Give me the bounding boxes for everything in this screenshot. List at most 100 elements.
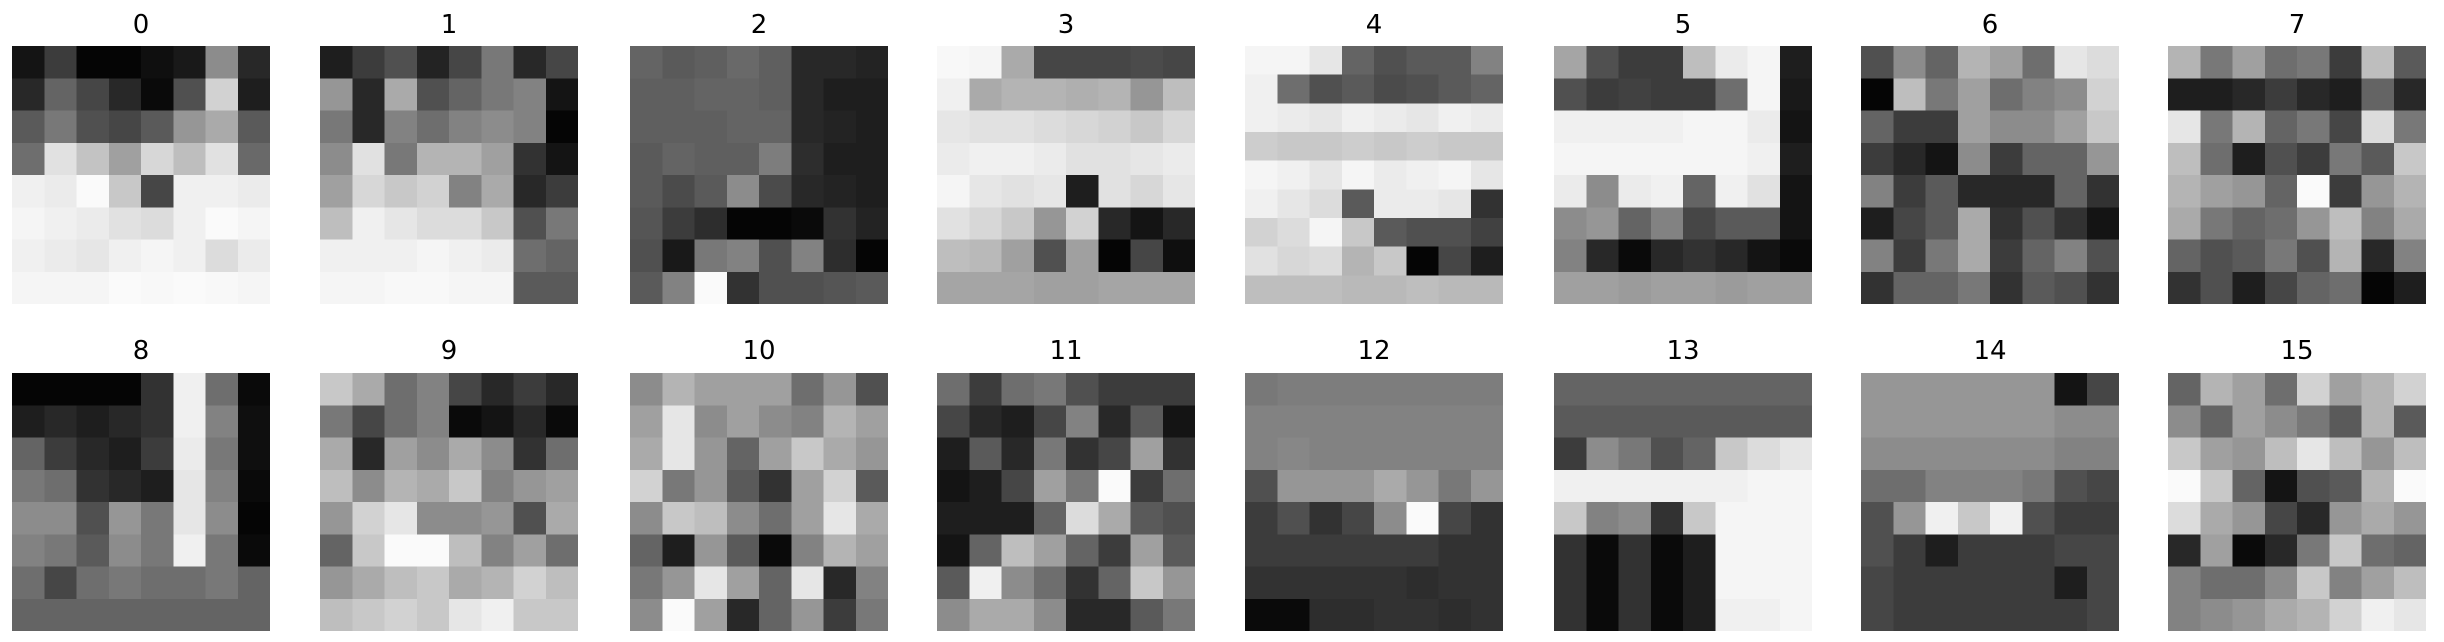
heatmap-cell	[2361, 534, 2395, 568]
heatmap-cell	[2361, 175, 2395, 208]
heatmap-cell	[1650, 142, 1684, 176]
heatmap-cell	[1374, 469, 1407, 503]
heatmap-cell	[1130, 405, 1164, 439]
heatmap-cell	[1925, 598, 1959, 631]
heatmap-cell	[141, 271, 174, 304]
heatmap-panel-1: 1	[320, 10, 578, 304]
panel-title: 14	[1973, 336, 2007, 366]
heatmap-cell	[726, 598, 760, 631]
heatmap-cell	[1245, 534, 1278, 568]
heatmap-cell	[108, 239, 142, 273]
heatmap-cell	[1406, 103, 1440, 133]
heatmap-cell	[237, 598, 270, 631]
heatmap-cell	[1861, 405, 1894, 439]
heatmap-cell	[2232, 534, 2266, 568]
heatmap-cell	[481, 142, 515, 176]
heatmap-cell	[513, 271, 547, 304]
heatmap-cell	[12, 142, 45, 176]
heatmap-cell	[205, 142, 239, 176]
heatmap-cell	[545, 405, 578, 439]
heatmap-cell	[2297, 373, 2330, 406]
heatmap-cell	[694, 110, 728, 144]
heatmap-cell	[1470, 469, 1503, 503]
heatmap-cell	[1309, 160, 1343, 190]
heatmap-cell	[449, 239, 482, 273]
heatmap-image	[1861, 373, 2119, 631]
heatmap-cell	[173, 437, 207, 471]
heatmap-cell	[384, 534, 418, 568]
panel-title: 4	[1365, 10, 1383, 40]
heatmap-cell	[2022, 566, 2056, 600]
heatmap-cell	[1277, 469, 1311, 503]
heatmap-cell	[44, 598, 78, 631]
heatmap-cell	[12, 502, 45, 535]
heatmap-cell	[2168, 110, 2201, 144]
heatmap-cell	[1925, 142, 1959, 176]
heatmap-cell	[726, 502, 760, 535]
heatmap-cell	[2329, 598, 2363, 631]
heatmap-cell	[205, 598, 239, 631]
heatmap-cell	[1162, 502, 1195, 535]
heatmap-cell	[1374, 132, 1407, 162]
heatmap-cell	[855, 373, 888, 406]
heatmap-cell	[1893, 142, 1927, 176]
heatmap-cell	[1245, 160, 1278, 190]
heatmap-cell	[416, 469, 450, 503]
heatmap-cell	[1747, 207, 1781, 241]
heatmap-cell	[1779, 437, 1812, 471]
heatmap-cell	[1438, 598, 1472, 631]
heatmap-cell	[2297, 271, 2330, 304]
heatmap-cell	[173, 405, 207, 439]
heatmap-cell	[2086, 207, 2119, 241]
heatmap-cell	[2232, 469, 2266, 503]
heatmap-cell	[320, 46, 353, 79]
heatmap-cell	[141, 373, 174, 406]
heatmap-cell	[791, 207, 825, 241]
panel-title: 5	[1674, 10, 1692, 40]
heatmap-cell	[76, 207, 110, 241]
heatmap-cell	[2361, 502, 2395, 535]
heatmap-cell	[481, 502, 515, 535]
heatmap-cell	[1277, 502, 1311, 535]
heatmap-cell	[1779, 271, 1812, 304]
heatmap-cell	[1341, 46, 1375, 76]
heatmap-cell	[2297, 437, 2330, 471]
heatmap-cell	[662, 534, 696, 568]
heatmap-cell	[173, 566, 207, 600]
heatmap-cell	[1554, 239, 1587, 273]
heatmap-cell	[1925, 502, 1959, 535]
heatmap-cell	[205, 437, 239, 471]
heatmap-cell	[1374, 74, 1407, 104]
heatmap-cell	[1779, 502, 1812, 535]
heatmap-cell	[1925, 207, 1959, 241]
heatmap-cell	[2329, 110, 2363, 144]
heatmap-cell	[1309, 275, 1343, 304]
heatmap-cell	[2393, 534, 2426, 568]
heatmap-cell	[2168, 598, 2201, 631]
heatmap-cell	[1406, 218, 1440, 248]
heatmap-cell	[1554, 78, 1587, 112]
heatmap-cell	[1162, 469, 1195, 503]
heatmap-cell	[416, 239, 450, 273]
heatmap-cell	[545, 373, 578, 406]
heatmap-cell	[1309, 246, 1343, 276]
heatmap-cell	[1586, 405, 1620, 439]
heatmap-cell	[1438, 160, 1472, 190]
heatmap-cell	[320, 598, 353, 631]
heatmap-cell	[823, 373, 857, 406]
heatmap-cell	[2232, 566, 2266, 600]
heatmap-cell	[1779, 239, 1812, 273]
heatmap-cell	[1130, 373, 1164, 406]
heatmap-cell	[1098, 110, 1132, 144]
heatmap-cell	[759, 78, 792, 112]
heatmap-cell	[1990, 534, 2023, 568]
heatmap-cell	[1374, 598, 1407, 631]
heatmap-cell	[694, 271, 728, 304]
heatmap-cell	[694, 175, 728, 208]
heatmap-cell	[1715, 207, 1749, 241]
heatmap-cell	[1162, 271, 1195, 304]
panel-title: 1	[440, 10, 458, 40]
heatmap-cell	[44, 46, 78, 79]
heatmap-cell	[2393, 110, 2426, 144]
heatmap-cell	[1470, 534, 1503, 568]
